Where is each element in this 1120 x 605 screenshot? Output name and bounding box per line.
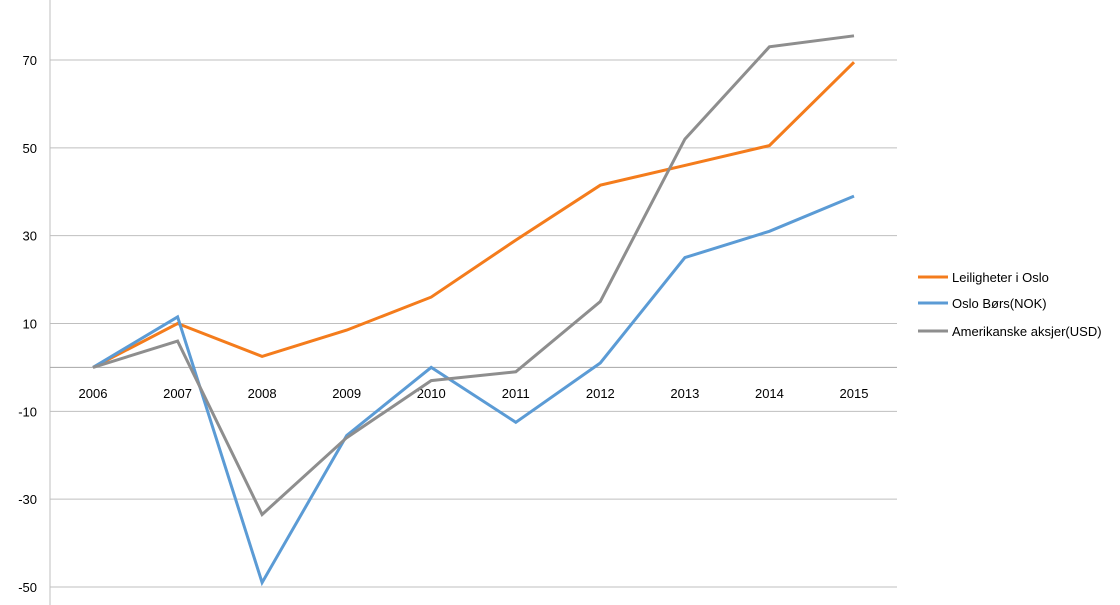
- series-line-2: [92, 194, 855, 587]
- legend: Leiligheter i Oslo Oslo Børs(NOK) Amerikan…: [918, 270, 1102, 339]
- series-line-3: [92, 34, 855, 517]
- x-tick-label: 2007: [163, 386, 192, 401]
- x-tick-label: 2015: [840, 386, 869, 401]
- y-tick-label: 50: [23, 141, 37, 156]
- legend-label: Oslo Børs(NOK): [952, 296, 1047, 311]
- legend-label: Amerikanske aksjer(USD): [952, 324, 1102, 339]
- x-tick-label: 2013: [670, 386, 699, 401]
- series-line-1: [92, 61, 856, 369]
- y-tick-label: -30: [18, 492, 37, 507]
- x-tick-label: 2010: [417, 386, 446, 401]
- series-lines: [92, 34, 856, 587]
- x-tick-label: 2008: [248, 386, 277, 401]
- x-tick-label: 2012: [586, 386, 615, 401]
- y-tick-label: -10: [18, 404, 37, 419]
- gridlines: [50, 59, 897, 588]
- y-tick-label: 10: [23, 317, 37, 332]
- x-tick-label: 2011: [502, 386, 530, 401]
- x-tick-label: 2014: [755, 386, 784, 401]
- x-axis-ticks: 2006 2007 2008 2009 2010 2011 2012 2013 2014 2015: [79, 386, 869, 401]
- y-axis-ticks: 70 50 30 10 -10 -30 -50: [18, 53, 37, 595]
- y-tick-label: -50: [18, 580, 37, 595]
- legend-label: Leiligheter i Oslo: [952, 270, 1049, 285]
- y-tick-label: 70: [23, 53, 37, 68]
- x-tick-label: 2009: [332, 386, 361, 401]
- y-tick-label: 30: [23, 229, 37, 244]
- x-tick-label: 2006: [79, 386, 108, 401]
